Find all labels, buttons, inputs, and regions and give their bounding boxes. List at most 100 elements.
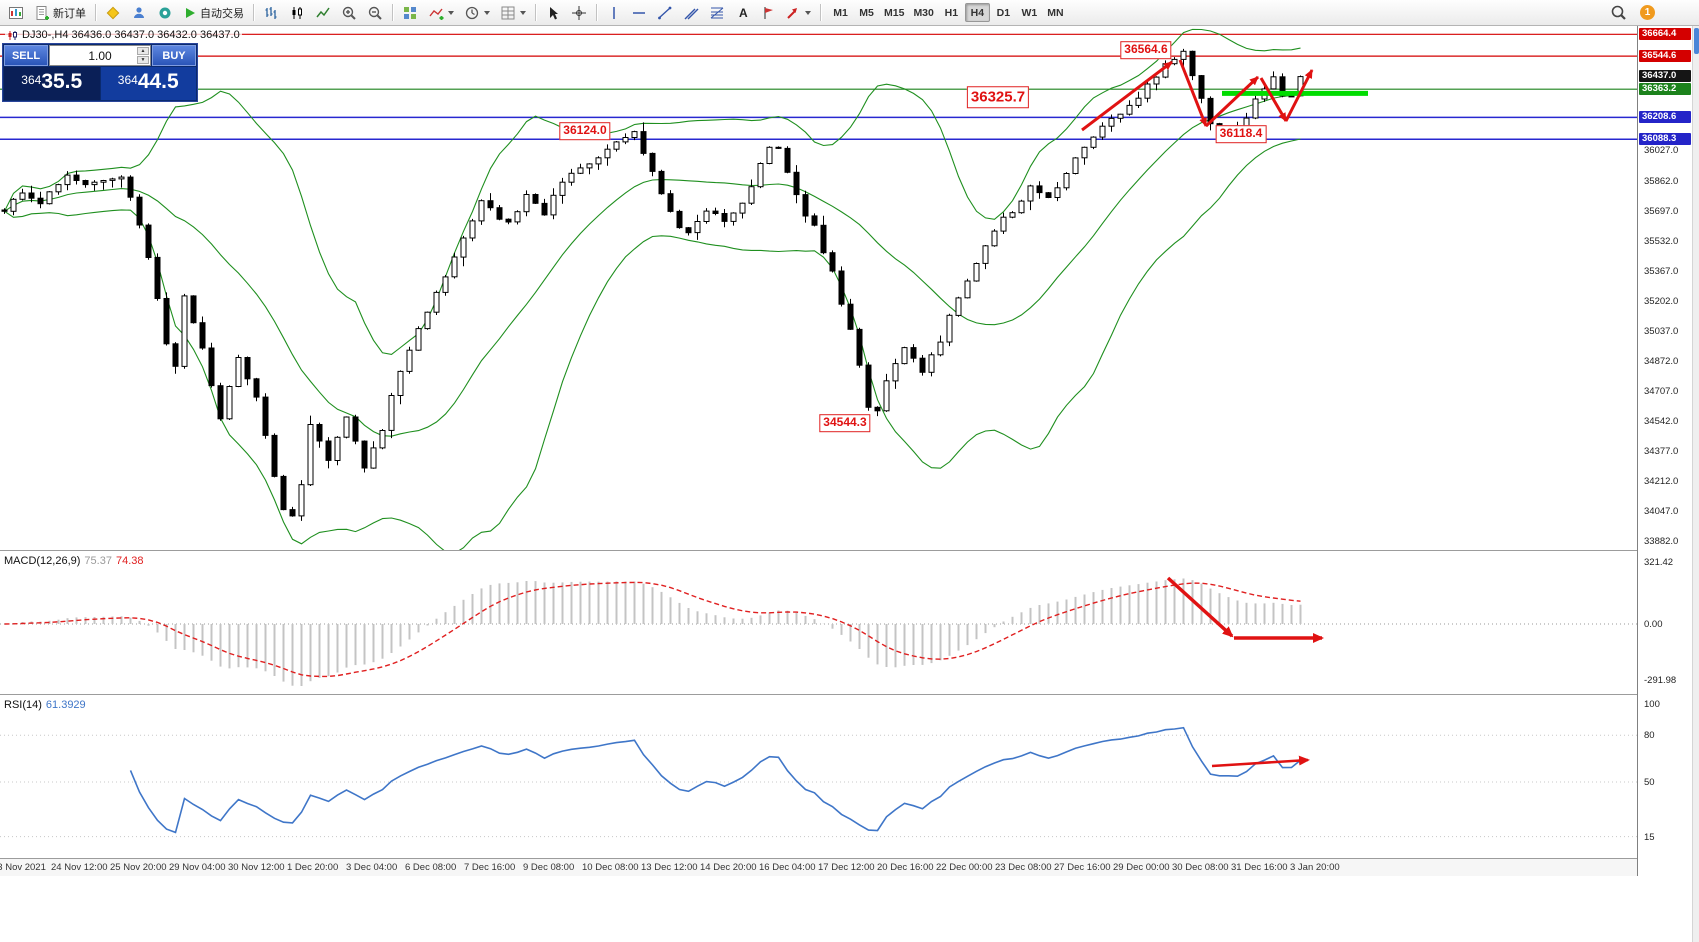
price-scale-tick: 35697.0	[1644, 205, 1679, 217]
time-axis-label: 22 Dec 00:00	[936, 862, 993, 873]
arrow-objects-button[interactable]	[781, 2, 815, 23]
zoom-in-icon	[342, 6, 356, 20]
crosshair-icon	[572, 5, 586, 20]
trendline-button[interactable]	[653, 2, 677, 23]
trend-arrow[interactable]	[1178, 59, 1208, 127]
fibonacci-button[interactable]	[705, 2, 729, 23]
price-annotation[interactable]: 36118.4	[1215, 125, 1267, 143]
timeframe-button-h4[interactable]: H4	[964, 3, 990, 22]
zoom-in-button[interactable]	[337, 2, 361, 23]
timeframe-group: M1 M5 M15 M30 H1 H4 D1 W1 MN	[828, 3, 1068, 22]
crosshair-button[interactable]	[567, 2, 591, 23]
rsi-name: RSI(14)	[4, 699, 42, 711]
indicators-button[interactable]	[424, 2, 458, 23]
trend-arrow[interactable]	[1081, 60, 1173, 132]
timeframe-button-d1[interactable]: D1	[996, 6, 1011, 19]
volume-down-icon[interactable]: ▼	[137, 56, 149, 64]
price-scale-tick: 33882.0	[1644, 536, 1679, 548]
channel-button[interactable]	[679, 2, 703, 23]
price-annotation[interactable]: 36564.6	[1120, 41, 1172, 59]
market-button[interactable]	[101, 2, 125, 23]
panel-separator[interactable]	[0, 694, 1637, 695]
rsi-label: RSI(14) 61.3929	[4, 699, 86, 711]
autotrading-button[interactable]: 自动交易	[179, 2, 248, 23]
price-scale-tick: 0.00	[1644, 619, 1663, 630]
timeframe-button-m5[interactable]: M5	[859, 6, 874, 19]
bollinger-band	[4, 28, 1301, 355]
zoom-out-icon	[368, 6, 382, 20]
periods-button[interactable]	[460, 2, 494, 23]
templates-button[interactable]	[496, 2, 530, 23]
new-order-button[interactable]: 新订单	[30, 2, 90, 23]
cursor-button[interactable]	[541, 2, 565, 23]
candlestick-chart-button[interactable]	[285, 2, 309, 23]
price-scale-tick: 35367.0	[1644, 265, 1679, 277]
toolbar-separator	[596, 4, 597, 21]
tile-windows-icon	[404, 6, 416, 19]
chart-window-button[interactable]	[4, 2, 28, 23]
bar-chart-button[interactable]	[259, 2, 283, 23]
rsi-arrow[interactable]	[1211, 755, 1310, 768]
templates-icon	[501, 6, 515, 19]
trend-arrow[interactable]	[1204, 75, 1260, 128]
scrollbar-thumb[interactable]	[1694, 28, 1699, 54]
timeframe-button-w1[interactable]: W1	[1021, 6, 1038, 19]
macd-label: MACD(12,26,9) 75.37 74.38	[4, 555, 143, 567]
sell-button[interactable]: SELL	[4, 45, 48, 66]
community-button[interactable]	[153, 2, 177, 23]
vertical-line-button[interactable]	[602, 2, 625, 23]
trend-arrow[interactable]	[1284, 69, 1314, 122]
zoom-out-button[interactable]	[363, 2, 387, 23]
bar-chart-icon	[265, 6, 277, 19]
time-axis-label: 16 Dec 04:00	[759, 862, 816, 873]
autotrading-label: 自动交易	[200, 7, 244, 20]
vertical-scrollbar[interactable]	[1692, 26, 1699, 942]
price-scale[interactable]: 36027.0 35862.0 35697.0 35532.0 35367.0 35202…	[1637, 26, 1692, 876]
timeframe-button-m1[interactable]: M1	[833, 6, 848, 19]
sell-price-small: 364	[21, 73, 42, 87]
text-button[interactable]: A	[731, 2, 754, 23]
price-scale-tick: 35202.0	[1644, 295, 1679, 307]
timeframe-button-m15[interactable]: M15	[884, 6, 905, 19]
buy-price[interactable]: 364 44.5	[100, 67, 196, 100]
text-icon: A	[739, 6, 748, 20]
price-scale-tick: 34542.0	[1644, 416, 1679, 427]
sell-price[interactable]: 364 35.5	[4, 67, 100, 100]
price-scale-tick: 15	[1644, 831, 1655, 843]
notification-badge[interactable]: 1	[1640, 5, 1655, 20]
periods-caret-icon	[484, 10, 490, 15]
price-scale-badge: 36363.2	[1639, 83, 1691, 96]
horizontal-line-button[interactable]	[627, 2, 651, 23]
timeframe-button-mn[interactable]: MN	[1047, 6, 1064, 19]
volume-spinner[interactable]: ▲ ▼	[137, 47, 149, 64]
candlesticks	[1, 48, 1304, 521]
panel-separator[interactable]	[0, 550, 1637, 551]
macd-name: MACD(12,26,9)	[4, 555, 81, 567]
line-chart-button[interactable]	[311, 2, 335, 23]
macd-arrow[interactable]	[1166, 576, 1234, 638]
tile-windows-button[interactable]	[398, 2, 422, 23]
rsi-panel[interactable]	[0, 696, 1637, 858]
price-scale-badge: 36437.0	[1639, 69, 1691, 82]
volume-up-icon[interactable]: ▲	[137, 47, 149, 55]
main-chart[interactable]	[0, 26, 1637, 550]
templates-caret-icon	[520, 10, 526, 15]
price-annotation[interactable]: 36124.0	[559, 122, 611, 140]
price-annotation[interactable]: 36325.7	[966, 86, 1030, 108]
toolbar-separator	[820, 4, 821, 21]
timeframe-button-h1[interactable]: H1	[944, 6, 959, 19]
macd-panel[interactable]	[0, 552, 1637, 694]
signals-button[interactable]	[127, 2, 151, 23]
timeframe-button-m30[interactable]: M30	[913, 6, 934, 19]
search-button[interactable]	[1606, 2, 1631, 23]
label-flag-button[interactable]	[756, 2, 779, 23]
new-order-icon	[36, 5, 49, 20]
trend-arrow[interactable]	[1259, 77, 1288, 122]
buy-price-big: 44.5	[137, 70, 179, 93]
buy-button[interactable]: BUY	[152, 45, 196, 66]
volume-field[interactable]: 1.00 ▲ ▼	[49, 45, 151, 66]
price-annotation[interactable]: 34544.3	[819, 414, 871, 432]
time-axis-label: 29 Nov 04:00	[169, 862, 226, 873]
